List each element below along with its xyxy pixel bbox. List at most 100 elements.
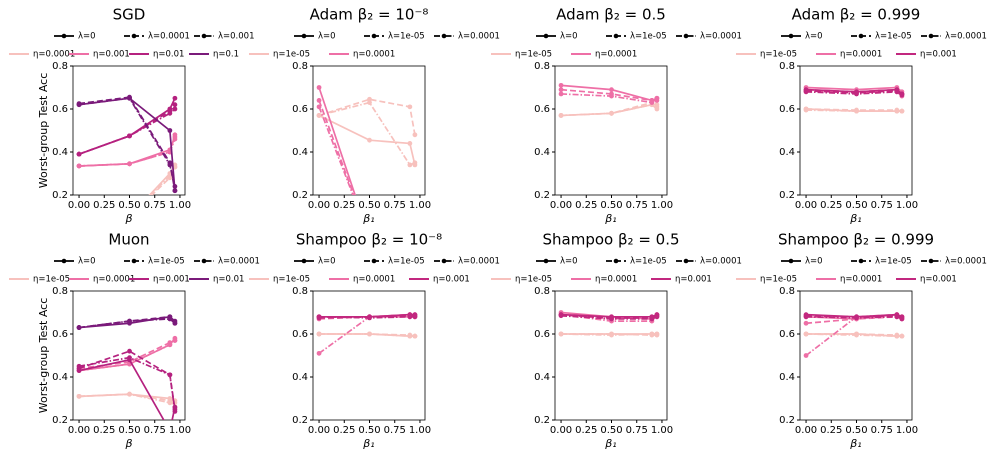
- data-point: [899, 333, 905, 339]
- legend-label: η=0.001: [920, 275, 957, 285]
- x-tick-label: 0.50: [358, 200, 380, 211]
- legend-label: λ=1e-05: [630, 32, 667, 42]
- series-line: [318, 106, 354, 195]
- data-point: [76, 102, 82, 108]
- legend-label: η=1e-05: [760, 275, 797, 285]
- x-axis-label: β₁: [362, 212, 374, 225]
- data-point: [649, 331, 655, 337]
- data-point: [76, 363, 82, 369]
- series-line: [561, 333, 657, 336]
- series-line: [806, 109, 902, 112]
- y-tick-label: 0.8: [779, 61, 795, 72]
- x-axis-label: β₁: [849, 212, 861, 225]
- data-point: [407, 141, 413, 146]
- x-tick-label: 0.00: [68, 200, 90, 211]
- legend-label: λ=0.0001: [218, 257, 260, 267]
- legend-marker: [613, 33, 619, 39]
- series-line: [78, 108, 176, 155]
- x-tick-label: 1.00: [651, 200, 673, 211]
- plot-area: [803, 312, 905, 358]
- legend-label: λ=1e-05: [875, 257, 912, 267]
- series-line: [79, 393, 176, 404]
- series-line: [78, 97, 176, 187]
- data-point: [127, 318, 132, 324]
- legend-label: η=0.001: [675, 275, 712, 285]
- panel-title: Shampoo β₂ = 0.5: [542, 231, 679, 249]
- x-tick-label: 0.25: [93, 200, 115, 211]
- legend-marker: [683, 258, 689, 264]
- data-point: [803, 107, 809, 113]
- y-tick-label: 0.4: [292, 372, 308, 383]
- series-line: [806, 313, 903, 318]
- data-point: [127, 391, 132, 397]
- legend-label: λ=1e-05: [388, 257, 425, 267]
- y-tick-label: 0.2: [292, 190, 308, 201]
- y-tick-label: 0.6: [52, 104, 68, 115]
- data-point: [316, 314, 322, 320]
- y-tick-label: 0.8: [292, 61, 308, 72]
- data-point: [803, 331, 809, 337]
- plot-frame: [312, 65, 426, 196]
- series-line: [318, 87, 356, 195]
- plot-frame: [554, 290, 668, 421]
- legend-marker: [858, 258, 864, 264]
- series-line: [806, 315, 903, 320]
- series-line: [318, 101, 416, 166]
- legend-label: λ=0: [805, 32, 823, 42]
- series-line: [319, 333, 415, 337]
- data-point: [854, 332, 859, 338]
- legend-label: λ=0.0001: [945, 32, 987, 42]
- y-tick-label: 0.4: [779, 372, 795, 383]
- data-point: [172, 409, 178, 414]
- series-line: [319, 314, 415, 319]
- legend-marker: [543, 258, 549, 264]
- legend-label: η=1e-05: [33, 275, 70, 285]
- series-line: [806, 333, 902, 337]
- y-tick-label: 0.4: [52, 372, 68, 383]
- x-tick-label: 0.25: [93, 425, 115, 436]
- y-tick-label: 0.6: [779, 104, 795, 115]
- data-point: [127, 95, 132, 101]
- data-point: [654, 331, 660, 337]
- series-line: [561, 313, 658, 318]
- legend-marker: [788, 258, 794, 264]
- data-point: [77, 225, 82, 230]
- data-point: [167, 372, 173, 378]
- legend-label: η=0.01: [213, 275, 244, 285]
- legend-label: λ=0: [560, 257, 578, 267]
- legend-marker: [928, 258, 934, 264]
- x-tick-label: 1.00: [651, 425, 673, 436]
- data-point: [649, 100, 655, 105]
- x-tick-label: 0.00: [308, 200, 330, 211]
- legend-marker: [301, 258, 307, 264]
- legend-label: η=0.01: [153, 50, 184, 60]
- x-tick-label: 0.00: [308, 425, 330, 436]
- legend-label: λ=1e-05: [388, 32, 425, 42]
- y-tick-label: 0.8: [52, 61, 68, 72]
- data-point: [412, 314, 418, 320]
- data-point: [654, 106, 660, 112]
- legend-marker: [928, 33, 934, 39]
- data-point: [127, 355, 132, 361]
- series-line: [78, 339, 176, 372]
- x-tick-label: 0.25: [820, 425, 842, 436]
- series-line: [560, 314, 658, 320]
- data-point: [172, 102, 178, 108]
- y-tick-label: 0.2: [779, 190, 795, 201]
- data-point: [316, 85, 322, 90]
- legend-label: λ=1e-05: [875, 32, 912, 42]
- series-line: [318, 114, 416, 166]
- series-line: [79, 393, 176, 408]
- series-line: [560, 313, 658, 319]
- series-line: [561, 333, 657, 336]
- data-point: [803, 89, 809, 95]
- plot-area: [558, 82, 660, 118]
- y-tick-label: 0.8: [534, 61, 550, 72]
- legend-label: λ=0.001: [218, 32, 255, 42]
- x-axis-label: β: [124, 212, 132, 225]
- data-point: [167, 110, 173, 116]
- plot-frame: [799, 290, 913, 421]
- data-point: [558, 113, 564, 118]
- y-tick-label: 0.4: [779, 147, 795, 158]
